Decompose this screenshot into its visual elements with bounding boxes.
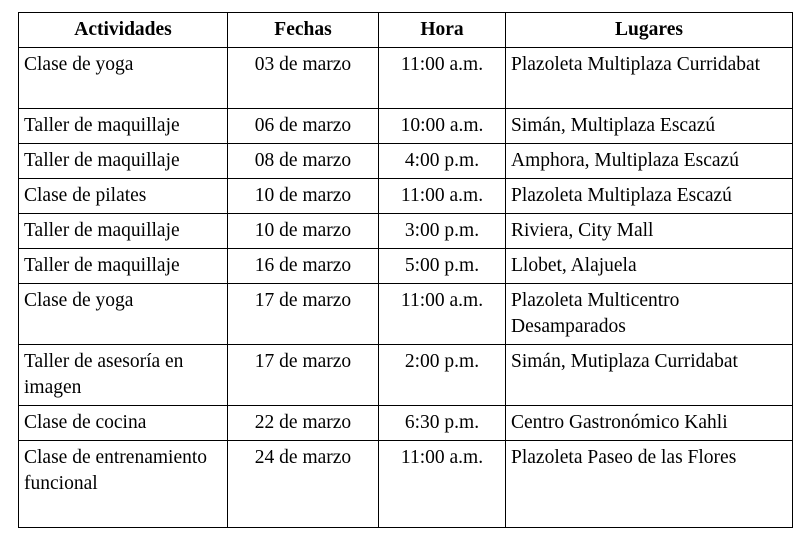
- activity-cell: Clase de entrenamiento funcional: [18, 440, 228, 528]
- activity-cell: Clase de yoga: [18, 283, 228, 345]
- date-cell: 03 de marzo: [227, 47, 379, 109]
- place-cell: Llobet, Alajuela: [505, 248, 793, 284]
- place-cell: Simán, Multiplaza Escazú: [505, 108, 793, 144]
- date-cell: 22 de marzo: [227, 405, 379, 441]
- activity-cell: Clase de cocina: [18, 405, 228, 441]
- place-cell: Plazoleta Multiplaza Curridabat: [505, 47, 793, 109]
- header-row: Actividades Fechas Hora Lugares: [18, 12, 793, 48]
- activity-cell: Taller de maquillaje: [18, 213, 228, 249]
- place-cell: Plazoleta Multiplaza Escazú: [505, 178, 793, 214]
- place-cell: Simán, Mutiplaza Curridabat: [505, 344, 793, 406]
- table-row: Taller de maquillaje 10 de marzo 3:00 p.m.…: [18, 213, 793, 249]
- table-row: Clase de cocina 22 de marzo 6:30 p.m. Centr…: [18, 405, 793, 441]
- date-cell: 16 de marzo: [227, 248, 379, 284]
- table-row: Clase de yoga 03 de marzo 11:00 a.m. Plazol…: [18, 47, 793, 109]
- header-lugares: Lugares: [505, 12, 793, 48]
- place-cell: Amphora, Multiplaza Escazú: [505, 143, 793, 179]
- table-row: Clase de pilates 10 de marzo 11:00 a.m. Pla…: [18, 178, 793, 214]
- date-cell: 17 de marzo: [227, 283, 379, 345]
- table-row: Taller de asesoría en imagen 17 de marzo 2…: [18, 344, 793, 406]
- activity-cell: Taller de maquillaje: [18, 248, 228, 284]
- table-row: Clase de yoga 17 de marzo 11:00 a.m. Plazol…: [18, 283, 793, 345]
- date-cell: 06 de marzo: [227, 108, 379, 144]
- activity-cell: Taller de maquillaje: [18, 143, 228, 179]
- table-row: Taller de maquillaje 08 de marzo 4:00 p.m.…: [18, 143, 793, 179]
- time-cell: 6:30 p.m.: [378, 405, 506, 441]
- header-hora: Hora: [378, 12, 506, 48]
- time-cell: 2:00 p.m.: [378, 344, 506, 406]
- time-cell: 11:00 a.m.: [378, 283, 506, 345]
- time-cell: 11:00 a.m.: [378, 440, 506, 528]
- table-row: Taller de maquillaje 16 de marzo 5:00 p.m.…: [18, 248, 793, 284]
- place-cell: Centro Gastronómico Kahli: [505, 405, 793, 441]
- header-actividades: Actividades: [18, 12, 228, 48]
- header-fechas: Fechas: [227, 12, 379, 48]
- place-cell: Plazoleta Multicentro Desamparados: [505, 283, 793, 345]
- time-cell: 5:00 p.m.: [378, 248, 506, 284]
- time-cell: 3:00 p.m.: [378, 213, 506, 249]
- activity-cell: Taller de asesoría en imagen: [18, 344, 228, 406]
- date-cell: 24 de marzo: [227, 440, 379, 528]
- time-cell: 4:00 p.m.: [378, 143, 506, 179]
- date-cell: 08 de marzo: [227, 143, 379, 179]
- date-cell: 10 de marzo: [227, 213, 379, 249]
- activity-cell: Taller de maquillaje: [18, 108, 228, 144]
- date-cell: 10 de marzo: [227, 178, 379, 214]
- activity-cell: Clase de pilates: [18, 178, 228, 214]
- date-cell: 17 de marzo: [227, 344, 379, 406]
- time-cell: 10:00 a.m.: [378, 108, 506, 144]
- time-cell: 11:00 a.m.: [378, 47, 506, 109]
- activity-cell: Clase de yoga: [18, 47, 228, 109]
- time-cell: 11:00 a.m.: [378, 178, 506, 214]
- table-row: Clase de entrenamiento funcional 24 de ma…: [18, 440, 793, 528]
- place-cell: Plazoleta Paseo de las Flores: [505, 440, 793, 528]
- activities-table: Actividades Fechas Hora Lugares Clase de…: [18, 12, 793, 528]
- place-cell: Riviera, City Mall: [505, 213, 793, 249]
- table-row: Taller de maquillaje 06 de marzo 10:00 a.m…: [18, 108, 793, 144]
